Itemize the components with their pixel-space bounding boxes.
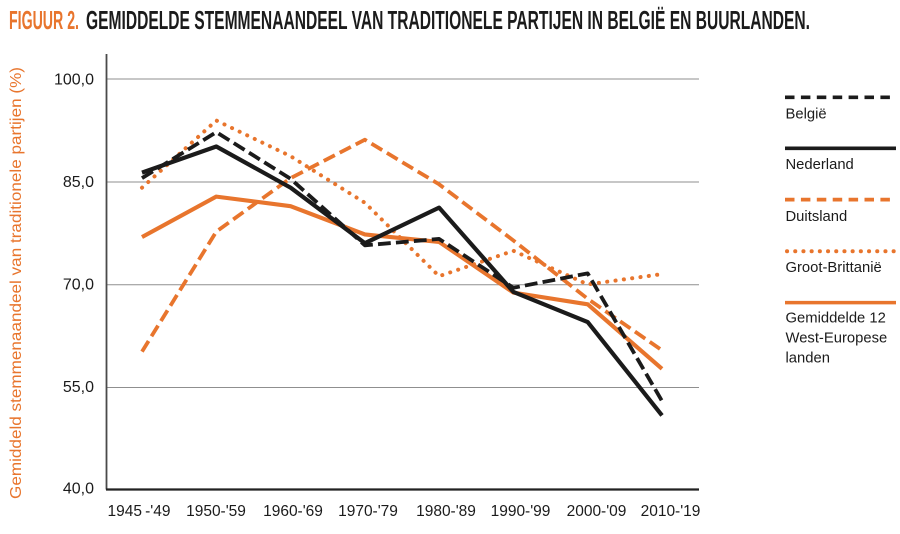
svg-text:Gemiddelde 12: Gemiddelde 12 (786, 310, 886, 326)
svg-text:1960-'69: 1960-'69 (263, 503, 323, 520)
svg-text:1950-'59: 1950-'59 (186, 503, 246, 520)
svg-text:Groot-Brittanië: Groot-Brittanië (786, 260, 882, 276)
svg-text:1945 -'49: 1945 -'49 (108, 503, 171, 520)
svg-text:2010-'19: 2010-'19 (641, 503, 701, 520)
svg-text:FIGUUR 2.: FIGUUR 2. (9, 5, 79, 35)
svg-text:België: België (786, 107, 827, 123)
svg-text:1970-'79: 1970-'79 (338, 503, 398, 520)
svg-text:100,0: 100,0 (54, 72, 94, 89)
svg-text:West-Europese: West-Europese (786, 331, 888, 347)
svg-text:55,0: 55,0 (63, 379, 94, 396)
svg-text:1990-'99: 1990-'99 (491, 503, 551, 520)
svg-text:Nederland: Nederland (786, 157, 854, 173)
svg-text:85,0: 85,0 (63, 174, 94, 191)
svg-text:GEMIDDELDE STEMMENAANDEEL VAN: GEMIDDELDE STEMMENAANDEEL VAN TRADITIONE… (86, 5, 810, 35)
svg-text:40,0: 40,0 (63, 480, 94, 497)
svg-text:landen: landen (786, 351, 830, 367)
svg-text:Gemiddeld stemmenaandeel van t: Gemiddeld stemmenaandeel van traditionel… (8, 67, 25, 499)
svg-text:2000-'09: 2000-'09 (567, 503, 627, 520)
svg-text:Duitsland: Duitsland (786, 209, 848, 225)
svg-text:1980-'89: 1980-'89 (416, 503, 476, 520)
svg-text:70,0: 70,0 (63, 277, 94, 294)
